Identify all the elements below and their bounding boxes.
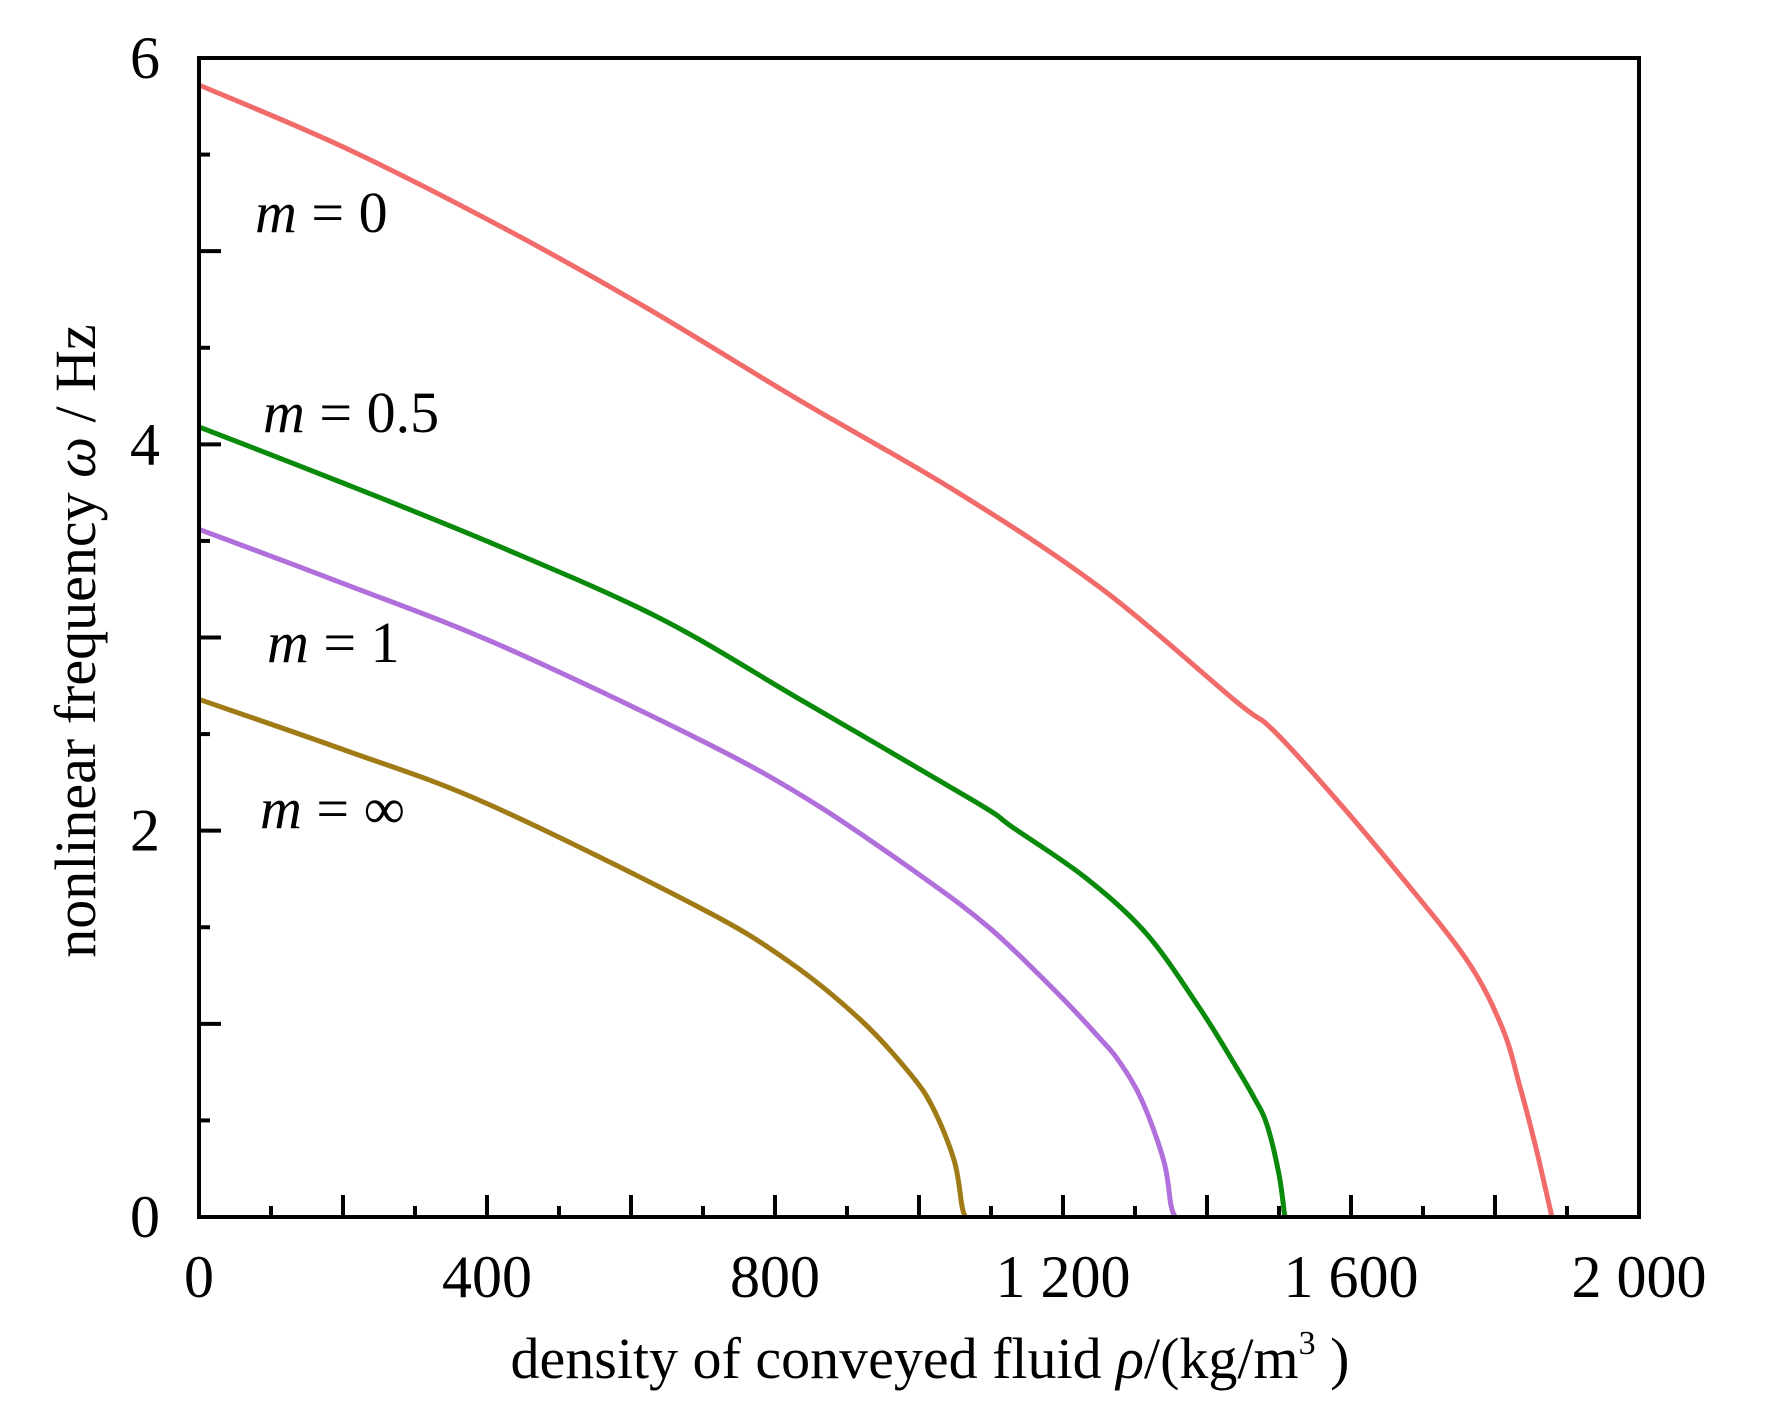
series-annotations: m = 0 m = 0.5 m = 1 m = ∞	[255, 180, 439, 841]
y-tick-label: 4	[130, 411, 160, 477]
annotation-m-infinity: m = ∞	[260, 776, 405, 841]
y-tick-label: 6	[130, 25, 160, 91]
annotation-value: = ∞	[302, 776, 405, 841]
x-tick-label: 800	[730, 1244, 820, 1310]
tick-labels-layer: 0 400 800 1 200 1 600 2 000 0 2 4 6	[130, 25, 1707, 1310]
series-line-1	[198, 424, 1288, 1218]
series-line-2	[198, 526, 1178, 1219]
x-axis-title-prefix: density of conveyed fluid	[511, 1326, 1117, 1391]
annotation-var: m	[263, 380, 305, 445]
annotation-var: m	[267, 610, 309, 675]
y-axis-title: nonlinear frequency ω / Hz	[43, 324, 108, 958]
annotation-var: m	[260, 776, 302, 841]
x-tick-label: 0	[184, 1244, 214, 1310]
x-tick-label: 400	[442, 1244, 532, 1310]
annotation-value: = 0	[297, 180, 388, 245]
x-tick-label: 1 200	[996, 1244, 1131, 1310]
y-tick-label: 2	[130, 798, 160, 864]
x-axis-title: density of conveyed fluid ρ/(kg/m3 )	[511, 1325, 1350, 1391]
x-axis-title-symbol: ρ	[1114, 1326, 1144, 1391]
plot-frame	[197, 56, 1641, 1219]
x-axis-title-close: )	[1316, 1326, 1350, 1391]
y-axis-title-prefix: nonlinear frequency	[43, 478, 108, 958]
annotation-m-0.5: m = 0.5	[263, 380, 439, 445]
annotation-m-0: m = 0	[255, 180, 388, 245]
annotation-m-1: m = 1	[267, 610, 400, 675]
y-tick-label: 0	[130, 1184, 160, 1250]
x-axis-title-unit: /(kg/m	[1144, 1326, 1299, 1391]
series-line-0	[198, 82, 1555, 1218]
annotation-var: m	[255, 180, 297, 245]
curves-layer	[198, 82, 1555, 1219]
ticks-layer	[199, 152, 1569, 1217]
annotation-value: = 1	[309, 610, 400, 675]
y-axis-title-symbol: ω	[43, 437, 108, 478]
x-tick-label: 1 600	[1284, 1244, 1419, 1310]
annotation-value: = 0.5	[305, 380, 439, 445]
x-axis-title-superscript: 3	[1299, 1325, 1316, 1362]
x-tick-label: 2 000	[1572, 1244, 1707, 1310]
y-axis-title-unit: / Hz	[43, 324, 108, 437]
series-line-3	[198, 696, 969, 1219]
